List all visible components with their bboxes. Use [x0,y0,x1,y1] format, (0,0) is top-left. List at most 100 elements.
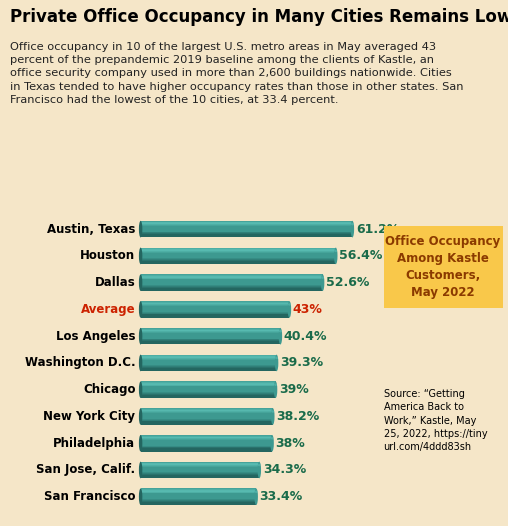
Bar [141,275,323,276]
Bar [141,224,353,225]
Bar [141,287,323,288]
Bar [141,370,277,371]
Ellipse shape [275,357,278,359]
Bar [141,493,256,494]
Bar [141,254,336,255]
Bar [141,332,280,333]
Bar [141,496,256,497]
Ellipse shape [139,248,142,264]
Bar [141,497,256,498]
Bar [141,328,280,345]
Bar [141,330,280,331]
Bar [141,473,259,474]
Text: Private Office Occupancy in Many Cities Remains Low: Private Office Occupancy in Many Cities … [10,8,508,26]
Text: San Jose, Calif.: San Jose, Calif. [36,463,136,477]
Bar [141,328,280,329]
Bar [141,225,353,226]
Bar [141,381,275,398]
Bar [141,475,259,476]
Bar [141,413,273,414]
Text: 61.2%: 61.2% [356,222,399,236]
Bar [141,257,336,258]
Bar [141,416,273,417]
Bar [141,280,323,281]
Bar [141,358,277,359]
Bar [141,360,277,361]
Ellipse shape [279,330,282,332]
Bar [141,333,280,335]
Bar [141,226,353,227]
Bar [141,463,259,464]
Bar [141,316,290,317]
Bar [141,469,259,470]
Text: 39%: 39% [279,383,309,396]
Bar [141,339,280,340]
Bar [141,464,259,465]
Bar [141,261,336,262]
Bar [141,258,336,259]
Bar [141,410,273,411]
Bar [141,498,256,499]
Bar [141,470,259,471]
Bar [141,281,323,282]
Bar [141,276,323,277]
Text: Philadelphia: Philadelphia [53,437,136,450]
Bar [141,389,275,390]
Bar [141,312,290,313]
Bar [141,446,272,447]
Bar [141,362,277,363]
Bar [141,221,353,237]
Bar [141,437,272,438]
Bar [141,491,256,492]
Bar [141,447,272,448]
Ellipse shape [271,437,273,440]
Bar [141,256,336,257]
Bar [141,411,273,412]
Ellipse shape [258,464,261,466]
Bar [141,409,273,410]
Bar [141,490,256,491]
Bar [141,301,290,318]
Bar [141,221,353,222]
Bar [141,248,336,249]
Bar [141,229,353,230]
Bar [141,489,256,490]
Bar [141,397,275,398]
Bar [141,288,323,289]
Ellipse shape [275,355,278,371]
Bar [141,260,336,261]
Bar [141,356,277,357]
Bar [141,390,275,391]
Text: 43%: 43% [293,303,323,316]
Bar [141,412,273,413]
Bar [141,462,259,478]
Ellipse shape [139,355,142,371]
Bar [141,222,353,224]
Bar [141,355,277,371]
Text: 38.2%: 38.2% [276,410,320,423]
Text: Dallas: Dallas [94,276,136,289]
Bar [141,310,290,311]
Bar [141,381,275,382]
Ellipse shape [321,277,324,279]
Bar [141,476,259,477]
Ellipse shape [288,301,291,318]
Bar [141,444,272,445]
Ellipse shape [139,275,142,291]
Bar [141,385,275,386]
Text: Average: Average [81,303,136,316]
Bar [141,388,275,389]
Bar [141,501,256,502]
Ellipse shape [255,491,258,493]
Bar [141,259,336,260]
Ellipse shape [271,410,274,413]
Bar [141,309,290,310]
Bar [141,329,280,330]
Text: 33.4%: 33.4% [260,490,303,503]
Bar [141,419,273,420]
Bar [141,384,275,385]
Bar [141,251,336,252]
Bar [141,504,256,505]
Ellipse shape [351,221,354,237]
Bar [141,315,290,316]
